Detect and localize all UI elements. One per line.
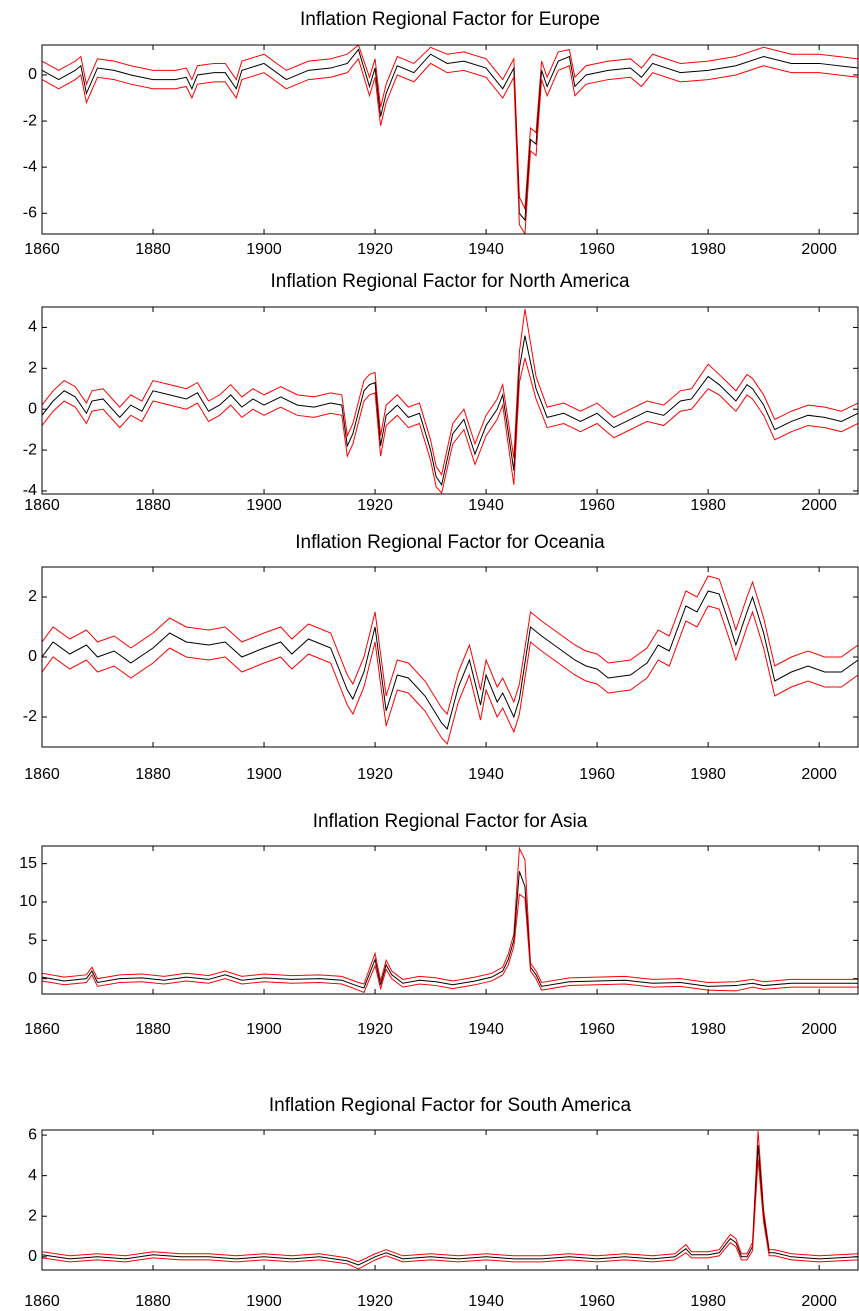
x-tick-label: 1900 <box>246 766 282 783</box>
x-tick-label: 1860 <box>24 766 60 783</box>
plot-frame <box>41 566 859 748</box>
lines <box>42 308 858 494</box>
lines <box>42 1130 858 1270</box>
x-tick-label: 1940 <box>468 1293 504 1310</box>
series-line <box>42 871 858 989</box>
panel: Inflation Regional Factor for Oceania -2 0… <box>23 532 859 783</box>
y-tick-label: 0 <box>28 648 37 665</box>
panel: Inflation Regional Factor for South Amer… <box>24 1095 859 1310</box>
plot-frame <box>41 306 859 495</box>
series-line <box>42 1159 858 1270</box>
x-tick-label: 1880 <box>135 766 171 783</box>
panel: Inflation Regional Factor for Asia 0 5 10 15… <box>19 811 859 1038</box>
plot-frame <box>41 845 859 995</box>
y-tick-label: -2 <box>23 112 37 129</box>
y-tick-label: 0 <box>28 400 37 417</box>
x-tick-label: 1920 <box>357 1021 393 1038</box>
x-tick-label: 1880 <box>135 1293 171 1310</box>
panel: Inflation Regional Factor for North Amer… <box>23 271 859 514</box>
x-tick-label: 1980 <box>690 1293 726 1310</box>
x-tick-label: 1900 <box>246 1293 282 1310</box>
x-tick-label: 1980 <box>690 1021 726 1038</box>
x-tick-label: 1880 <box>135 1021 171 1038</box>
y-tick-label: 10 <box>19 893 37 910</box>
y-tick-label: 2 <box>28 588 37 605</box>
y-tick-label: -6 <box>23 204 37 221</box>
y-tick-label: -4 <box>23 482 37 499</box>
x-tick-label: 2000 <box>801 241 837 258</box>
x-tick-label: 1980 <box>690 766 726 783</box>
panel-title: Inflation Regional Factor for Asia <box>313 811 588 832</box>
x-tick-label: 1940 <box>468 1021 504 1038</box>
x-tick-label: 1940 <box>468 241 504 258</box>
series-line <box>42 45 858 211</box>
plot-frame <box>41 1129 859 1271</box>
series-line <box>42 48 858 222</box>
x-tick-label: 1900 <box>246 1021 282 1038</box>
lines <box>42 846 858 994</box>
series-line <box>42 590 858 731</box>
series-line <box>42 605 858 746</box>
x-tick-label: 1920 <box>357 766 393 783</box>
y-tick-label: 2 <box>28 1207 37 1224</box>
lines <box>42 575 858 746</box>
x-tick-label: 1880 <box>135 497 171 514</box>
panel-title: Inflation Regional Factor for North Amer… <box>270 271 629 292</box>
x-tick-label: 1940 <box>468 497 504 514</box>
x-tick-label: 2000 <box>801 766 837 783</box>
x-tick-label: 1960 <box>579 1293 615 1310</box>
panel-title: Inflation Regional Factor for Oceania <box>295 532 605 553</box>
y-tick-label: 0 <box>28 66 37 83</box>
y-tick-label: 4 <box>28 319 37 336</box>
x-tick-label: 2000 <box>801 1293 837 1310</box>
y-tick-label: 2 <box>28 360 37 377</box>
series-line <box>42 846 858 985</box>
y-tick-label: 0 <box>28 1248 37 1265</box>
x-tick-label: 1960 <box>579 241 615 258</box>
y-tick-label: -2 <box>23 441 37 458</box>
y-tick-label: 0 <box>28 970 37 987</box>
y-tick-label: 15 <box>19 855 37 872</box>
x-tick-label: 1940 <box>468 766 504 783</box>
series-line <box>42 893 858 994</box>
panel: Inflation Regional Factor for Europe -6 -4… <box>23 9 859 258</box>
x-tick-label: 1960 <box>579 766 615 783</box>
x-tick-label: 1980 <box>690 241 726 258</box>
y-tick-label: -4 <box>23 158 37 175</box>
x-tick-label: 1900 <box>246 497 282 514</box>
panel-title: Inflation Regional Factor for South Amer… <box>269 1095 632 1116</box>
x-tick-label: 1860 <box>24 497 60 514</box>
y-tick-label: 6 <box>28 1126 37 1143</box>
series-line <box>42 575 858 716</box>
x-tick-label: 1980 <box>690 497 726 514</box>
y-tick-label: 5 <box>28 932 37 949</box>
lines <box>42 45 858 234</box>
x-tick-label: 1960 <box>579 497 615 514</box>
panel-title: Inflation Regional Factor for Europe <box>300 9 600 30</box>
x-tick-label: 2000 <box>801 497 837 514</box>
x-tick-label: 1920 <box>357 497 393 514</box>
series-line <box>42 57 858 234</box>
series-line <box>42 308 858 476</box>
x-tick-label: 1920 <box>357 241 393 258</box>
x-tick-label: 1880 <box>135 241 171 258</box>
series-line <box>42 335 858 487</box>
x-tick-label: 1860 <box>24 1021 60 1038</box>
y-tick-label: 4 <box>28 1167 37 1184</box>
x-tick-label: 1860 <box>24 1293 60 1310</box>
plot-frame <box>41 44 859 235</box>
x-tick-label: 1920 <box>357 1293 393 1310</box>
x-tick-label: 1860 <box>24 241 60 258</box>
x-tick-label: 1900 <box>246 241 282 258</box>
series-line <box>42 357 858 494</box>
x-tick-label: 2000 <box>801 1021 837 1038</box>
x-tick-label: 1960 <box>579 1021 615 1038</box>
y-tick-label: -2 <box>23 708 37 725</box>
